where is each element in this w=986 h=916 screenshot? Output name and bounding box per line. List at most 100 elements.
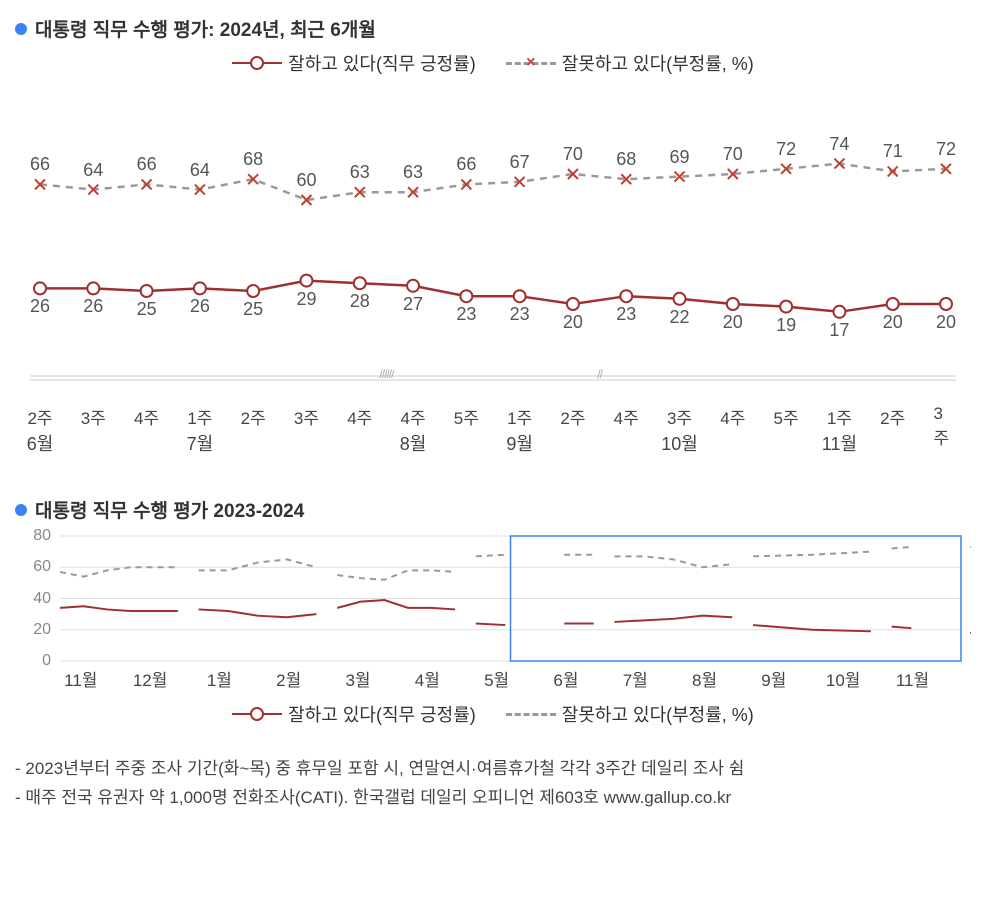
xaxis2-month: 7월 <box>623 666 648 691</box>
legend2-negative-label: 잘못하고 있다(부정률, %) <box>562 701 754 727</box>
pos-value-label: 23 <box>456 304 476 325</box>
chart2-plot: 02040608011월12월1월2월3월4월5월6월7월8월9월10월11월 <box>15 531 971 691</box>
xaxis2-month: 1월 <box>207 666 232 691</box>
pos-value-label: 29 <box>296 289 316 310</box>
footnote-1: 2023년부터 주중 조사 기간(화~목) 중 휴무일 포함 시, 연말연시·여… <box>15 755 971 784</box>
legend-negative-label: 잘못하고 있다(부정률, %) <box>562 50 754 76</box>
xaxis-week: 4주 <box>347 404 372 429</box>
footnotes: 2023년부터 주중 조사 기간(화~목) 중 휴무일 포함 시, 연말연시·여… <box>15 755 971 813</box>
xaxis-week: 3주 <box>667 404 692 429</box>
chart1-legend: 잘하고 있다(직무 긍정률) 잘못하고 있다(부정률, %) <box>15 50 971 76</box>
y-tick-label: 0 <box>42 652 51 670</box>
legend2-positive-swatch <box>232 713 282 715</box>
pos-value-label: 20 <box>563 312 583 333</box>
legend2-positive-label: 잘하고 있다(직무 긍정률) <box>288 701 476 727</box>
xaxis-week: 1주 <box>187 404 212 429</box>
xaxis-week: 2주 <box>560 404 585 429</box>
pos-value-label: 28 <box>350 291 370 312</box>
xaxis2-month: 12월 <box>133 666 168 691</box>
bullet-icon <box>15 504 27 516</box>
pos-value-label: 17 <box>829 320 849 341</box>
y-tick-label: 20 <box>33 621 51 639</box>
legend2-positive: 잘하고 있다(직무 긍정률) <box>232 701 476 727</box>
xaxis-week: 4주 <box>134 404 159 429</box>
neg-value-label: 70 <box>563 144 583 165</box>
neg-value-label: 68 <box>616 149 636 170</box>
pos-value-label: 23 <box>616 304 636 325</box>
chart1-plot: 6664666468606363666770686970727471722626… <box>15 86 971 396</box>
footnote-2: 매주 전국 유권자 약 1,000명 전화조사(CATI). 한국갤럽 데일리 … <box>15 784 971 813</box>
neg-value-label: 70 <box>723 144 743 165</box>
xaxis-week: 5주 <box>774 404 799 429</box>
chart2-title: 대통령 직무 수행 평가 2023-2024 <box>35 496 304 523</box>
neg-value-label: 60 <box>296 170 316 191</box>
skip-mark: ////// <box>379 367 393 381</box>
xaxis-week: 3주 <box>81 404 106 429</box>
neg-value-label: 72 <box>936 139 956 160</box>
pos-value-label: 22 <box>670 307 690 328</box>
chart1-title: 대통령 직무 수행 평가: 2024년, 최근 6개월 <box>35 15 376 42</box>
neg-value-label: 72 <box>776 139 796 160</box>
legend-positive-swatch <box>232 62 282 64</box>
xaxis2-month: 5월 <box>484 666 509 691</box>
xaxis-month: 11월 <box>822 430 857 456</box>
neg-value-label: 67 <box>510 152 530 173</box>
xaxis-month: 10월 <box>661 430 698 456</box>
pos-value-label: 20 <box>883 312 903 333</box>
y-tick-label: 40 <box>33 590 51 608</box>
pos-value-label: 25 <box>137 299 157 320</box>
xaxis-week: 2주 <box>241 404 266 429</box>
neg-value-label: 74 <box>829 134 849 155</box>
xaxis-month: 6월 <box>27 430 54 456</box>
xaxis2-month: 6월 <box>553 666 578 691</box>
xaxis2-month: 3월 <box>345 666 370 691</box>
neg-value-label: 66 <box>456 154 476 175</box>
y-tick-label: 80 <box>33 527 51 545</box>
legend2-negative: 잘못하고 있다(부정률, %) <box>506 701 754 727</box>
pos-value-label: 20 <box>936 312 956 333</box>
legend-negative-swatch <box>506 62 556 65</box>
xaxis2-month: 11월 <box>896 666 929 691</box>
neg-value-label: 71 <box>883 141 903 162</box>
xaxis2-month: 4월 <box>415 666 440 691</box>
neg-value-label: 66 <box>137 154 157 175</box>
bullet-icon <box>15 23 27 35</box>
xaxis-week: 4주 <box>400 404 425 429</box>
xaxis-week: 1주 <box>507 404 532 429</box>
legend-positive: 잘하고 있다(직무 긍정률) <box>232 50 476 76</box>
xaxis-week: 4주 <box>720 404 745 429</box>
chart1-title-row: 대통령 직무 수행 평가: 2024년, 최근 6개월 <box>15 15 971 42</box>
neg-value-label: 63 <box>350 162 370 183</box>
xaxis-week: 5주 <box>454 404 479 429</box>
legend2-negative-swatch <box>506 713 556 716</box>
neg-value-label: 68 <box>243 149 263 170</box>
pos-value-label: 26 <box>83 296 103 317</box>
pos-value-label: 26 <box>30 296 50 317</box>
pos-value-label: 20 <box>723 312 743 333</box>
xaxis-week: 4주 <box>614 404 639 429</box>
xaxis-week: 3주 <box>294 404 319 429</box>
xaxis-month: 7월 <box>187 430 214 456</box>
xaxis2-month: 2월 <box>276 666 301 691</box>
pos-value-label: 26 <box>190 296 210 317</box>
xaxis2-month: 11월 <box>64 666 97 691</box>
pos-value-label: 19 <box>776 315 796 336</box>
xaxis-month: 8월 <box>400 430 427 456</box>
xaxis-week: 2주 <box>27 404 52 429</box>
neg-value-label: 64 <box>83 160 103 181</box>
xaxis-week: 2주 <box>880 404 905 429</box>
pos-value-label: 23 <box>510 304 530 325</box>
xaxis-week: 3주 <box>934 404 959 449</box>
pos-value-label: 25 <box>243 299 263 320</box>
legend-positive-label: 잘하고 있다(직무 긍정률) <box>288 50 476 76</box>
y-tick-label: 60 <box>33 558 51 576</box>
xaxis-week: 1주 <box>827 404 852 429</box>
xaxis2-month: 9월 <box>761 666 786 691</box>
chart1-xaxis: 2주 3주 4주 1주 2주 3주 4주 4주 5주 1주 2주 4주 3주 4주 5주 1주 2주 3주 6월 7월… <box>15 396 971 466</box>
skip-mark: // <box>597 367 602 381</box>
neg-value-label: 66 <box>30 154 50 175</box>
neg-value-label: 64 <box>190 160 210 181</box>
neg-value-label: 63 <box>403 162 423 183</box>
pos-value-label: 27 <box>403 294 423 315</box>
chart2-title-row: 대통령 직무 수행 평가 2023-2024 <box>15 496 971 523</box>
